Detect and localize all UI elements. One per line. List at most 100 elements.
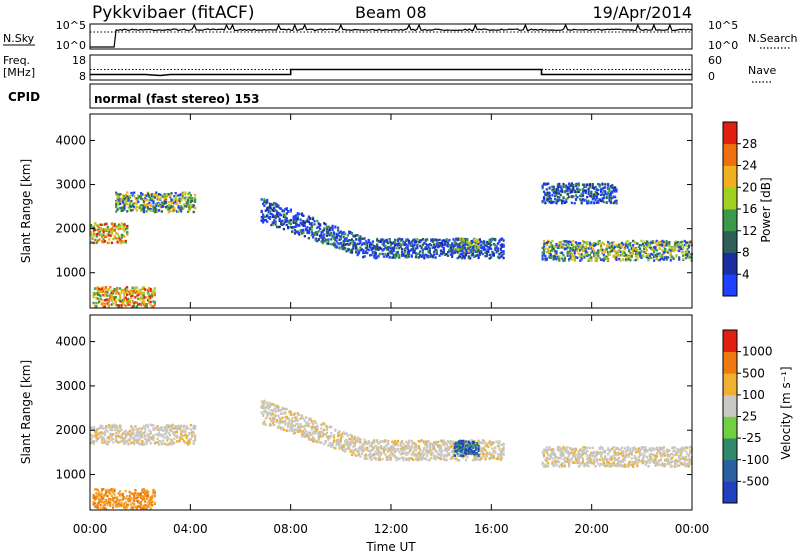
echo-cell	[548, 454, 551, 457]
echo-cell	[496, 242, 500, 245]
echo-cell	[403, 445, 406, 448]
echo-cell	[153, 291, 156, 294]
echo-cell	[474, 254, 477, 258]
echo-cell	[570, 182, 573, 185]
echo-cell	[102, 427, 105, 430]
echo-cell	[433, 454, 436, 457]
echo-cell	[145, 205, 148, 208]
echo-cell	[182, 424, 186, 427]
echo-cell	[591, 186, 594, 189]
echo-cell	[412, 458, 415, 461]
echo-cell	[501, 243, 504, 246]
echo-cell	[277, 414, 280, 417]
echo-cell	[604, 183, 607, 186]
echo-cell	[595, 253, 598, 257]
echo-cell	[110, 433, 113, 436]
echo-cell	[458, 237, 461, 241]
echo-cell	[317, 222, 320, 225]
echo-cell	[389, 247, 393, 250]
echo-cell	[274, 202, 277, 205]
echo-cell	[484, 248, 487, 251]
echo-cell	[595, 195, 598, 198]
echo-cell	[151, 437, 154, 441]
echo-cell	[98, 499, 101, 502]
echo-cell	[149, 430, 152, 433]
echo-cell	[433, 447, 436, 450]
echo-cell	[112, 503, 115, 506]
echo-cell	[601, 197, 604, 200]
echo-cell	[419, 250, 422, 253]
echo-cell	[615, 190, 618, 193]
echo-cell	[263, 406, 266, 409]
echo-cell	[407, 458, 411, 462]
echo-cell	[442, 239, 445, 242]
echo-cell	[167, 437, 170, 440]
echo-cell	[359, 439, 362, 443]
echo-cell	[194, 200, 197, 203]
echo-cell	[407, 252, 411, 256]
echo-cell	[597, 188, 600, 192]
echo-cell	[100, 290, 104, 293]
echo-cell	[152, 434, 155, 437]
echo-cell	[388, 455, 391, 458]
echo-cell	[307, 237, 310, 240]
echo-cell	[449, 446, 452, 449]
echo-cell	[166, 437, 169, 440]
echo-cell	[295, 230, 298, 233]
echo-cell	[105, 235, 108, 238]
echo-cell	[488, 442, 491, 445]
echo-cell	[141, 498, 144, 501]
echo-cell	[499, 458, 502, 461]
echo-cell	[338, 242, 341, 246]
echo-cell	[547, 465, 550, 468]
noise-left-tick-top: 10^5	[56, 19, 86, 32]
echo-cell	[282, 213, 285, 216]
echo-cell	[562, 462, 565, 465]
echo-cell	[120, 241, 123, 244]
echo-cell	[109, 234, 112, 237]
echo-cell	[356, 438, 359, 441]
echo-cell	[334, 238, 337, 242]
echo-cell	[555, 198, 558, 202]
echo-cell	[103, 287, 106, 290]
echo-cell	[374, 248, 377, 251]
echo-cell	[105, 290, 108, 293]
echo-cell	[189, 437, 192, 441]
echo-cell	[348, 232, 351, 235]
echo-cell	[159, 193, 162, 197]
echo-cell	[120, 436, 123, 440]
echo-cell	[117, 292, 120, 295]
echo-cell	[112, 237, 115, 241]
echo-cell	[445, 458, 448, 462]
echo-cell	[142, 291, 145, 294]
echo-cell	[384, 439, 387, 442]
echo-cell	[476, 254, 479, 257]
echo-cell	[270, 414, 273, 417]
y-tick-label: 4000	[55, 133, 86, 147]
echo-cell	[467, 250, 470, 253]
echo-cell	[144, 492, 147, 495]
echo-cell	[140, 207, 143, 211]
echo-cell	[576, 256, 579, 259]
echo-cell	[602, 186, 605, 189]
echo-cell	[501, 255, 504, 258]
echo-cell	[321, 433, 324, 436]
echo-cell	[608, 253, 611, 256]
echo-cell	[547, 241, 550, 244]
echo-cell	[138, 433, 141, 436]
echo-cell	[170, 429, 173, 433]
echo-cell	[555, 202, 558, 205]
echo-cell	[413, 445, 416, 449]
echo-cell	[614, 256, 617, 259]
echo-cell	[639, 252, 642, 256]
echo-cell	[327, 231, 330, 234]
echo-cell	[357, 252, 361, 255]
echo-cell	[292, 219, 295, 222]
echo-cell	[477, 256, 480, 260]
echo-cell	[673, 244, 677, 247]
colorbar-segment	[723, 122, 737, 145]
echo-cell	[295, 219, 298, 223]
echo-cell	[264, 423, 267, 426]
echo-cell	[102, 301, 105, 305]
echo-cell	[105, 222, 108, 225]
